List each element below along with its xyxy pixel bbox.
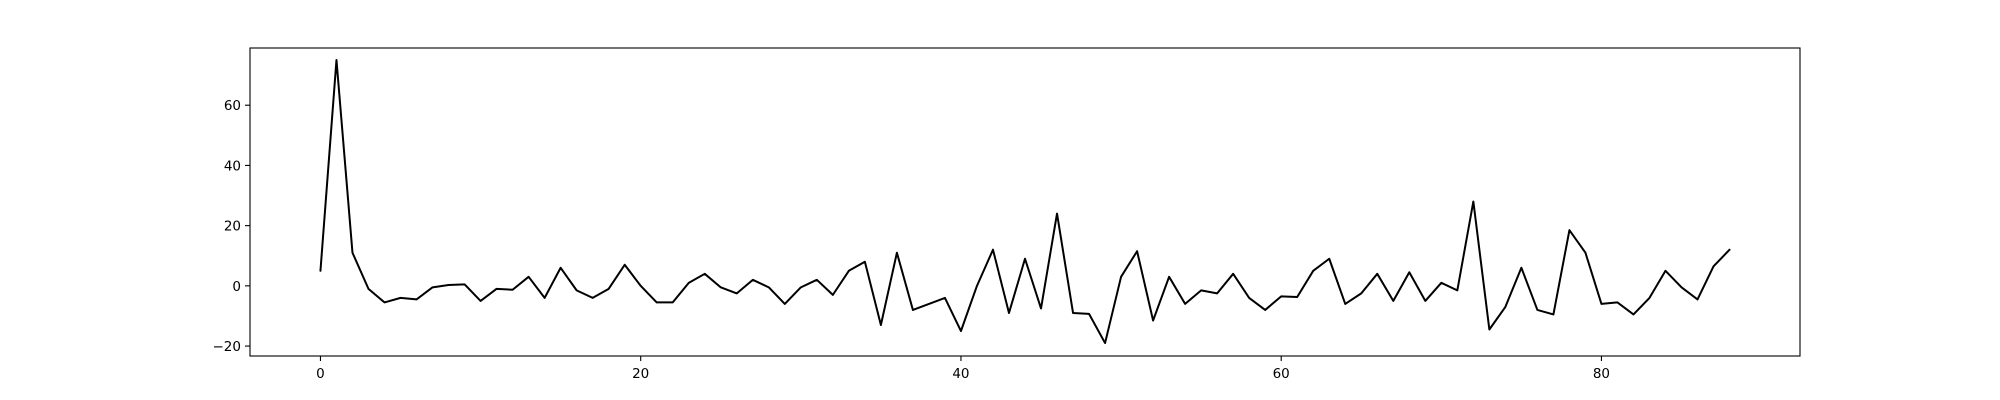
x-tick-label: 80: [1593, 366, 1610, 382]
y-tick-label: −20: [213, 339, 242, 355]
y-tick-label: 60: [224, 98, 241, 114]
y-axis-ticks: −20 0 20 40 60: [213, 98, 250, 355]
x-tick-label: 0: [316, 366, 325, 382]
y-tick-label: 20: [224, 219, 241, 235]
y-tick-label: 0: [232, 279, 241, 295]
x-tick-label: 60: [1273, 366, 1290, 382]
y-tick-label: 40: [224, 158, 241, 174]
x-tick-label: 40: [952, 366, 969, 382]
plot-area-frame: [249, 47, 1801, 357]
series-line: [319, 59, 1731, 345]
x-axis-ticks: 0 20 40 60 80: [316, 356, 1610, 382]
x-tick-label: 20: [632, 366, 649, 382]
